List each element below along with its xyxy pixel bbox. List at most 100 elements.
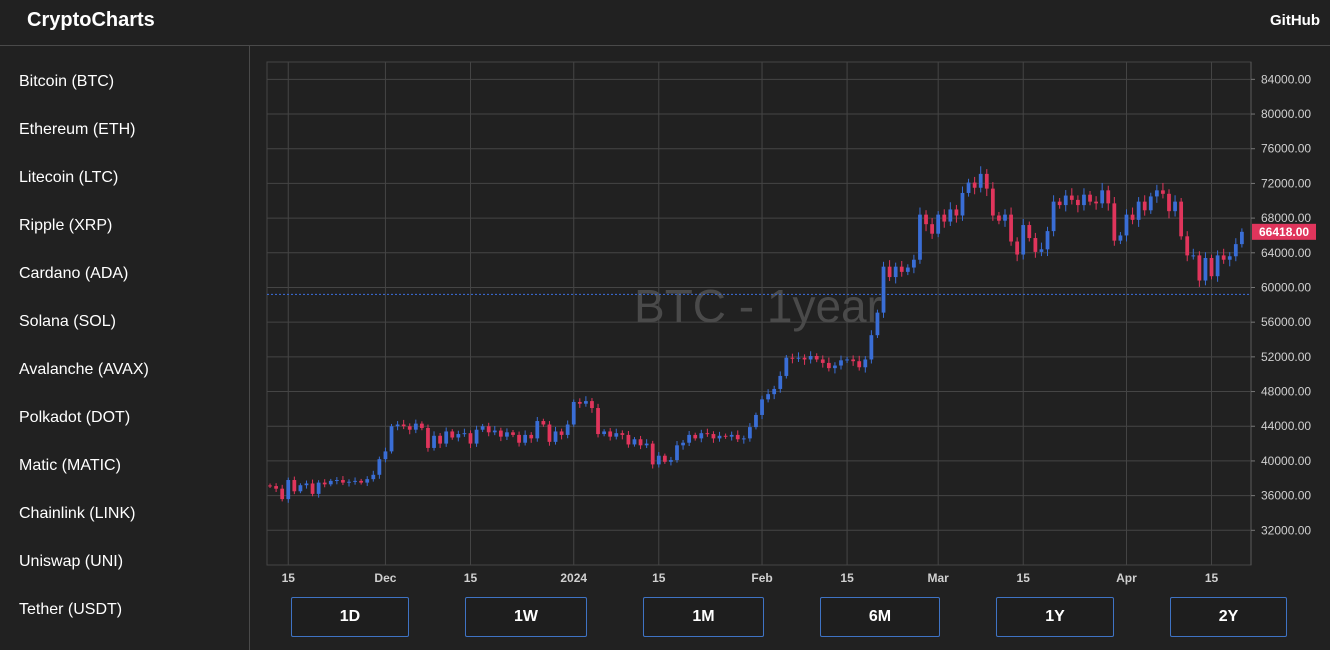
candle: [839, 355, 843, 370]
candle: [638, 435, 643, 450]
x-tick-label: 15: [464, 571, 478, 585]
candle: [571, 399, 576, 427]
candle: [577, 398, 582, 408]
candle: [778, 371, 783, 393]
y-tick-label: 36000.00: [1261, 489, 1311, 503]
chart-watermark: BTC - 1year: [634, 280, 882, 332]
x-tick-label: Feb: [751, 571, 772, 585]
candle: [1063, 190, 1068, 212]
candle: [498, 427, 503, 442]
candle: [365, 476, 370, 487]
candle: [1045, 226, 1050, 257]
candle: [1076, 195, 1080, 213]
candle: [559, 428, 564, 440]
candle: [772, 385, 777, 400]
candle: [1179, 197, 1184, 240]
candle: [322, 479, 327, 488]
candle: [614, 428, 619, 440]
candle: [413, 419, 418, 434]
candle: [1203, 252, 1208, 286]
candle: [717, 431, 722, 442]
candle: [820, 355, 825, 368]
candle: [887, 260, 892, 282]
candle: [1173, 195, 1177, 217]
sidebar-item-usdt[interactable]: Tether (USDT): [19, 601, 123, 618]
candle: [596, 403, 600, 438]
range-button-6m[interactable]: 6M: [820, 597, 940, 637]
sidebar-item-ltc[interactable]: Litecoin (LTC): [19, 169, 119, 186]
range-button-1y[interactable]: 1Y: [996, 597, 1114, 637]
y-tick-label: 40000.00: [1261, 454, 1311, 468]
candle: [924, 210, 928, 232]
candle: [505, 428, 509, 440]
candle: [1033, 232, 1038, 258]
candle: [1233, 238, 1238, 262]
candle: [395, 421, 400, 431]
candle: [1027, 221, 1032, 242]
candle: [310, 479, 315, 497]
candle: [529, 432, 534, 443]
candle: [741, 435, 746, 444]
candle: [468, 430, 473, 448]
top-header: CryptoCharts GitHub: [0, 0, 1330, 46]
range-button-1w[interactable]: 1W: [465, 597, 587, 637]
candle: [541, 418, 546, 427]
candle: [875, 309, 880, 339]
candle: [584, 396, 588, 407]
candle: [869, 330, 874, 364]
sidebar-item-link[interactable]: Chainlink (LINK): [19, 505, 136, 522]
range-button-1d[interactable]: 1D: [291, 597, 409, 637]
range-button-1m[interactable]: 1M: [643, 597, 764, 637]
sidebar-item-btc[interactable]: Bitcoin (BTC): [19, 73, 115, 90]
candle: [426, 424, 430, 452]
candle: [960, 186, 965, 221]
candle: [626, 430, 631, 448]
candle: [723, 433, 728, 439]
sidebar-item-eth[interactable]: Ethereum (ETH): [19, 121, 136, 138]
candle: [292, 476, 297, 495]
candle: [930, 218, 934, 239]
candle: [790, 353, 795, 364]
last-price-tag: [1252, 223, 1316, 240]
sidebar-item-xrp[interactable]: Ripple (XRP): [19, 217, 113, 234]
candle: [1124, 209, 1129, 242]
candle: [936, 211, 941, 238]
candle: [735, 430, 740, 443]
candle: [650, 440, 655, 469]
candle: [608, 428, 613, 441]
github-link[interactable]: GitHub: [1270, 12, 1320, 29]
candle: [1009, 207, 1013, 246]
candle: [705, 428, 710, 437]
sidebar-item-matic[interactable]: Matic (MATIC): [19, 457, 121, 474]
x-tick-label: Apr: [1116, 571, 1137, 585]
y-tick-label: 84000.00: [1261, 72, 1311, 86]
sidebar-item-sol[interactable]: Solana (SOL): [19, 313, 116, 330]
sidebar-item-ada[interactable]: Cardano (ADA): [19, 265, 129, 282]
candle: [1003, 209, 1007, 227]
candle: [711, 431, 716, 443]
candle: [905, 264, 910, 276]
y-tick-label: 48000.00: [1261, 385, 1311, 399]
sidebar-item-uni[interactable]: Uniswap (UNI): [19, 553, 124, 570]
candle: [978, 166, 983, 193]
brand-logo-text[interactable]: CryptoCharts: [27, 9, 155, 31]
candle: [377, 456, 382, 479]
candle: [444, 427, 449, 447]
candle: [432, 431, 436, 451]
candle: [268, 483, 272, 489]
candle: [948, 202, 953, 226]
y-tick-label: 60000.00: [1261, 280, 1311, 294]
y-tick-label: 68000.00: [1261, 211, 1311, 225]
x-tick-label: 2024: [560, 571, 587, 585]
candle: [1209, 254, 1214, 280]
y-tick-label: 56000.00: [1261, 315, 1311, 329]
candle: [681, 439, 685, 450]
candle: [1215, 250, 1220, 282]
sidebar-item-dot[interactable]: Polkadot (DOT): [19, 409, 131, 426]
range-button-2y[interactable]: 2Y: [1170, 597, 1287, 637]
candle: [456, 430, 461, 442]
sidebar-item-avax[interactable]: Avalanche (AVAX): [19, 361, 149, 378]
candle: [669, 456, 673, 466]
candle: [845, 356, 849, 364]
